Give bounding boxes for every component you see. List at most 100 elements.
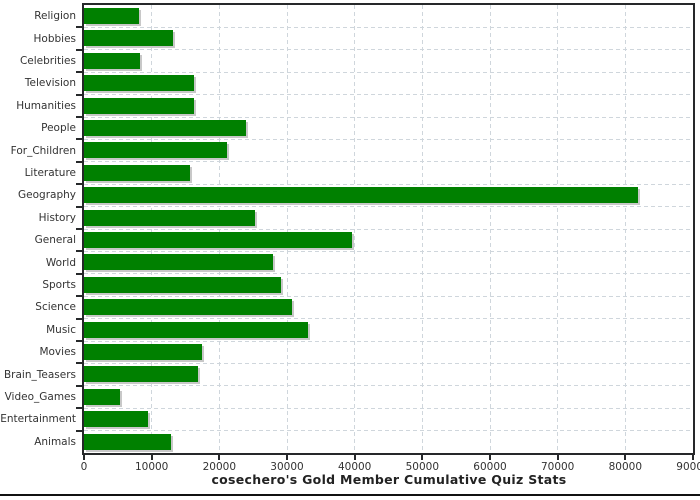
x-tick-label: 50000 <box>405 461 440 473</box>
y-axis-tick <box>76 228 84 230</box>
y-axis-tick <box>76 362 84 365</box>
x-tick-label: 90000 <box>676 461 700 473</box>
bar-television <box>84 75 195 92</box>
horizontal-gridline <box>84 138 693 140</box>
bar-people <box>84 120 246 136</box>
bar-religion <box>84 8 139 24</box>
horizontal-gridline <box>84 116 693 118</box>
bar-science <box>84 299 292 316</box>
bar-humanities <box>84 97 194 114</box>
x-axis-tick <box>692 455 694 460</box>
bar-brain_teasers <box>84 366 198 383</box>
horizontal-gridline <box>84 250 693 252</box>
y-axis-tick <box>76 26 84 29</box>
category-label: Movies <box>39 346 76 359</box>
plot-area <box>82 3 695 455</box>
category-label: For_Children <box>10 144 76 157</box>
y-axis-tick <box>76 116 84 118</box>
bottom-rule <box>0 494 700 496</box>
y-axis-tick <box>76 160 84 163</box>
category-label: History <box>38 211 76 224</box>
category-label: Science <box>35 301 76 314</box>
bar-world <box>84 254 273 271</box>
category-label: Animals <box>34 435 76 448</box>
category-label: Geography <box>18 189 76 202</box>
y-axis-tick <box>76 183 84 186</box>
chart-title: cosechero's Gold Member Cumulative Quiz … <box>211 472 567 487</box>
category-label: Religion <box>34 10 76 23</box>
category-label: Video_Games <box>4 391 76 403</box>
bar-geography <box>84 187 639 204</box>
horizontal-gridline <box>84 94 693 96</box>
category-label: Hobbies <box>33 32 77 45</box>
x-axis-tick <box>83 455 85 460</box>
x-tick-label: 60000 <box>473 461 507 473</box>
horizontal-gridline <box>84 71 693 73</box>
category-label: Entertainment <box>0 413 76 426</box>
x-axis-tick <box>421 455 424 460</box>
x-tick-label: 70000 <box>540 461 575 473</box>
horizontal-gridline <box>84 362 693 364</box>
y-axis-tick <box>76 340 84 342</box>
category-label: People <box>41 122 76 135</box>
horizontal-gridline <box>84 49 693 51</box>
category-label: Humanities <box>16 99 76 112</box>
horizontal-gridline <box>84 228 693 230</box>
x-tick-label: 10000 <box>134 461 169 473</box>
y-axis-tick <box>76 93 84 96</box>
y-axis-tick <box>76 48 84 51</box>
horizontal-gridline <box>84 318 693 320</box>
category-label: World <box>45 256 76 269</box>
horizontal-gridline <box>84 161 693 163</box>
bar-movies <box>84 344 202 360</box>
x-tick-label: 20000 <box>202 461 237 473</box>
y-axis-tick <box>76 317 84 320</box>
y-axis-tick <box>76 71 84 74</box>
y-axis-tick <box>76 272 84 275</box>
y-axis-tick <box>76 250 84 253</box>
x-axis-tick <box>624 455 627 460</box>
bar-video_games <box>84 388 120 405</box>
category-label: Television <box>24 77 76 90</box>
category-label: General <box>34 234 76 247</box>
category-label: Celebrities <box>19 55 76 67</box>
y-axis-tick <box>76 384 84 387</box>
category-label: Literature <box>24 167 76 179</box>
horizontal-gridline <box>84 206 693 208</box>
horizontal-gridline <box>84 26 693 28</box>
bar-music <box>84 321 308 338</box>
horizontal-gridline <box>84 407 693 409</box>
x-axis-tick <box>353 455 356 460</box>
horizontal-gridline <box>84 183 693 185</box>
bar-literature <box>84 164 191 181</box>
bar-general <box>84 232 352 248</box>
x-axis-tick <box>150 455 153 460</box>
x-tick-label: 0 <box>80 461 88 473</box>
horizontal-gridline <box>84 295 693 297</box>
bar-celebrities <box>84 52 141 69</box>
y-axis-tick <box>76 205 84 208</box>
bar-for_children <box>84 142 227 159</box>
x-axis-tick <box>286 455 288 460</box>
horizontal-gridline <box>84 273 693 275</box>
y-axis-tick <box>76 407 84 410</box>
x-tick-label: 30000 <box>270 461 304 473</box>
x-tick-label: 80000 <box>608 461 643 473</box>
y-axis-tick <box>76 138 84 141</box>
bar-hobbies <box>84 30 173 47</box>
y-axis-tick <box>76 429 84 432</box>
category-label: Brain_Teasers <box>3 368 76 381</box>
x-axis-tick <box>218 455 221 460</box>
x-axis-tick <box>489 455 491 460</box>
horizontal-gridline <box>84 385 693 387</box>
bar-sports <box>84 276 281 293</box>
horizontal-gridline <box>84 340 693 342</box>
horizontal-gridline <box>84 430 693 432</box>
x-tick-label: 40000 <box>337 461 372 473</box>
category-label: Music <box>46 323 76 336</box>
bar-entertainment <box>84 411 149 428</box>
x-axis-tick <box>556 455 559 460</box>
bar-history <box>84 209 255 226</box>
bar-animals <box>84 433 172 450</box>
